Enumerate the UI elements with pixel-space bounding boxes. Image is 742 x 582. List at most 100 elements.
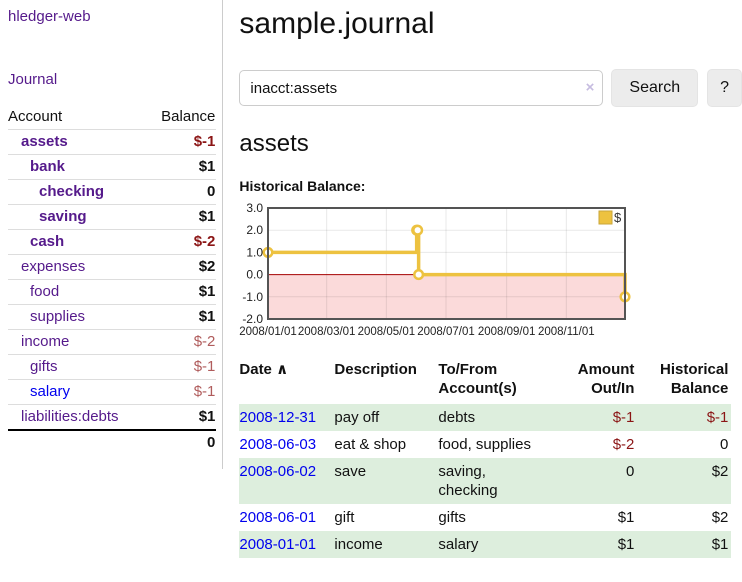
transaction-histbal-cell: 0 — [720, 436, 729, 453]
tofrom-column-header: To/From Account(s) — [438, 361, 517, 397]
account-name-cell: liabilities:debts — [8, 404, 147, 431]
account-heading: assets — [239, 130, 309, 157]
account-balance: $2 — [146, 254, 217, 280]
sidebar-account-link[interactable]: gifts — [30, 358, 58, 375]
accounts-header-row: Account Balance — [8, 105, 217, 130]
account-column-header: Account — [8, 105, 147, 130]
legend-label: $ — [614, 210, 622, 225]
account-row: expenses $2 — [8, 254, 217, 280]
transaction-histbal-cell: $2 — [711, 509, 729, 526]
search-bar: × Search ? — [239, 69, 742, 107]
journal-nav: Journal — [8, 71, 216, 89]
transaction-date-link[interactable]: 2008-06-01 — [239, 509, 317, 526]
account-name-cell: saving — [8, 204, 147, 230]
transaction-row: 2008-06-01 gift gifts $1 $2 — [239, 504, 731, 531]
help-button[interactable]: ? — [707, 69, 742, 107]
transaction-amount-cell: $1 — [617, 536, 635, 553]
transaction-row: 2008-12-31 pay off debts $-1 $-1 — [239, 404, 732, 431]
sidebar-account-link[interactable]: checking — [39, 183, 105, 200]
account-balance: $1 — [146, 404, 217, 431]
account-balance: $1 — [146, 304, 217, 330]
y-tick-label: -2.0 — [243, 312, 264, 326]
data-point-marker — [412, 224, 424, 236]
transaction-date-cell: 2008-01-01 — [239, 531, 334, 558]
account-balance: $-2 — [146, 229, 217, 255]
search-input[interactable] — [239, 70, 604, 106]
transaction-date-cell: 2008-06-02 — [239, 458, 334, 504]
transaction-row: 2008-06-02 save saving, checking 0 $2 — [239, 458, 732, 504]
sidebar-account-link[interactable]: income — [21, 333, 70, 350]
register-header-row: Date ∧ Description To/From Account(s) Am… — [239, 358, 731, 404]
account-row: liabilities:debts $1 — [8, 404, 217, 431]
register-table: Date ∧ Description To/From Account(s) Am… — [239, 358, 732, 558]
sidebar-account-link[interactable]: expenses — [21, 258, 86, 275]
transaction-description-cell: eat & shop — [334, 436, 407, 453]
search-box: × — [239, 70, 604, 106]
clear-search-icon[interactable]: × — [585, 79, 595, 96]
y-tick-label: 3.0 — [247, 203, 264, 215]
transaction-date-link[interactable]: 2008-12-31 — [239, 409, 317, 426]
plot-border — [267, 207, 627, 320]
description-column-header: Description — [334, 361, 417, 378]
account-name-cell: supplies — [8, 304, 147, 330]
account-balance: $1 — [146, 204, 217, 230]
balance-column-header: Balance — [146, 105, 217, 130]
account-row: saving $1 — [8, 204, 217, 230]
transaction-date-link[interactable]: 2008-06-02 — [239, 463, 317, 480]
sidebar-account-link[interactable]: food — [30, 283, 60, 300]
journal-link[interactable]: Journal — [8, 71, 58, 88]
account-name-cell: assets — [8, 129, 147, 155]
date-column-header[interactable]: Date ∧ — [239, 358, 334, 404]
sidebar-account-link[interactable]: supplies — [30, 308, 86, 325]
sidebar-account-link[interactable]: saving — [39, 208, 87, 225]
transaction-row: 2008-06-03 eat & shop food, supplies $-2 0 — [239, 431, 731, 458]
app-brand: hledger-web — [8, 8, 216, 26]
transaction-date-cell: 2008-12-31 — [239, 404, 334, 431]
accounts-table: Account Balance assets $-1 bank $1 checking 0… — [8, 105, 217, 455]
transaction-description-cell: gift — [334, 509, 355, 526]
sidebar-account-link[interactable]: salary — [30, 383, 71, 400]
account-row: food $1 — [8, 279, 217, 305]
transaction-amount-cell: 0 — [626, 463, 635, 480]
transaction-amount-cell: $-1 — [612, 409, 635, 426]
transaction-accounts-cell: saving, checking — [438, 463, 498, 499]
sidebar-account-link[interactable]: cash — [30, 233, 65, 250]
search-button[interactable]: Search — [611, 69, 699, 107]
account-name-cell: salary — [8, 379, 147, 405]
transaction-histbal-cell: $-1 — [706, 409, 729, 426]
hledger-web-link[interactable]: hledger-web — [8, 8, 91, 25]
y-tick-label: 1.0 — [247, 245, 264, 259]
historical-balance-chart: 3.0 2.0 1.0 0.0 -1.0 -2.0 2008/01/01 2008/03/01… — [239, 201, 742, 343]
account-row: bank $1 — [8, 154, 217, 180]
account-balance: $-1 — [146, 379, 217, 405]
sidebar-account-link[interactable]: assets — [21, 133, 68, 150]
account-name-cell: gifts — [8, 354, 147, 380]
account-name-cell: income — [8, 329, 147, 355]
account-row: assets $-1 — [8, 129, 217, 155]
accounts-total-value: 0 — [146, 429, 217, 455]
transaction-date-link[interactable]: 2008-06-03 — [239, 436, 317, 453]
x-tick-label: 2008/05/01 — [358, 326, 416, 338]
transaction-histbal-cell: $1 — [711, 536, 729, 553]
y-tick-label: -1.0 — [243, 290, 264, 304]
transaction-date-link[interactable]: 2008-01-01 — [239, 536, 317, 553]
sidebar-account-link[interactable]: liabilities:debts — [21, 408, 119, 425]
chart-title: Historical Balance: — [239, 178, 366, 194]
app-window: hledger-web Journal Account Balance asse… — [8, 0, 742, 558]
transaction-description-cell: income — [334, 536, 383, 553]
transaction-amount-cell: $1 — [617, 509, 635, 526]
amount-column-header: Amount Out/In — [577, 361, 635, 397]
transaction-date-cell: 2008-06-01 — [239, 504, 334, 531]
transaction-accounts-cell: food, supplies — [438, 436, 531, 453]
y-tick-label: 0.0 — [247, 268, 264, 282]
account-balance: $1 — [146, 279, 217, 305]
legend-swatch — [598, 210, 613, 225]
transaction-description-cell: save — [334, 463, 367, 480]
transaction-row: 2008-01-01 income salary $1 $1 — [239, 531, 732, 558]
sidebar-account-link[interactable]: bank — [30, 158, 66, 175]
account-row: gifts $-1 — [8, 354, 217, 380]
account-row: cash $-2 — [8, 229, 217, 255]
main-content: sample.journal × Search ? assets Histori… — [223, 0, 742, 558]
account-balance: $-2 — [146, 329, 217, 355]
